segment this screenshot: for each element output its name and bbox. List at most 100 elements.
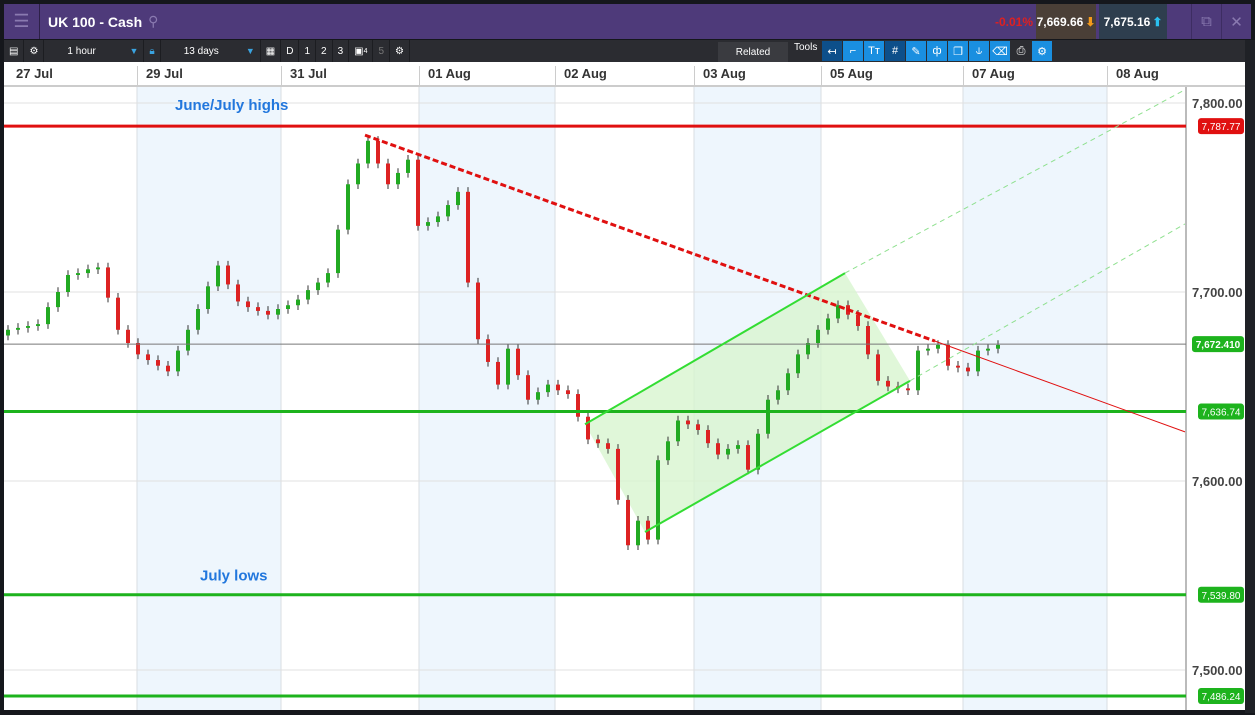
period-5[interactable]: 5 (373, 40, 391, 62)
level-badge (1198, 586, 1244, 603)
candle-body (666, 441, 670, 461)
candle-body (206, 286, 210, 310)
price-tick-label: 7,600.00 (1192, 474, 1243, 489)
period-3[interactable]: 3 (333, 40, 350, 62)
candle (366, 136, 370, 169)
settings-edit-icon[interactable]: ⚙ (1032, 41, 1052, 61)
candle-body (716, 443, 720, 455)
shaded-column (137, 87, 281, 710)
candle (16, 323, 20, 335)
candle-body (676, 420, 680, 442)
candle (546, 379, 550, 397)
candle-body (866, 326, 870, 355)
candle (836, 300, 840, 324)
popout-icon[interactable]: ⧉ (1191, 4, 1221, 39)
scrollbar[interactable] (1245, 40, 1255, 713)
candle-body (856, 314, 860, 327)
candle (876, 349, 880, 386)
candle-body (686, 420, 690, 425)
price-tick-label: 7,800.00 (1192, 96, 1243, 111)
candle-body (756, 433, 760, 470)
candle (596, 434, 600, 448)
buy-price-button[interactable]: 7,675.16 ⬆ (1099, 4, 1167, 39)
tag-icon[interactable]: ⌫ (990, 41, 1010, 61)
candle (536, 387, 540, 405)
candle (946, 340, 950, 371)
sell-price: 7,669.66 (1036, 14, 1084, 29)
candle (296, 294, 300, 310)
candle-body (186, 329, 190, 351)
candle-body (66, 274, 70, 292)
candle-body (786, 373, 790, 391)
gear-icon[interactable]: ⚙ (390, 40, 411, 62)
candle-body (956, 365, 960, 368)
sell-price-button[interactable]: 7,669.66 ⬇ (1036, 4, 1096, 39)
tools-label: Tools (794, 42, 818, 53)
candle (36, 319, 40, 331)
candle-body (76, 273, 80, 275)
candle (196, 304, 200, 335)
draw-grid-icon[interactable]: ✎ (906, 41, 926, 61)
candle (6, 325, 10, 341)
candle-body (476, 282, 480, 340)
price-chart[interactable]: 7,800.00 7,700.00 7,600.00 7,500.00 7,787.77… (4, 87, 1245, 710)
candle (506, 343, 510, 390)
candle-body (356, 163, 360, 185)
candle-body (316, 282, 320, 291)
candle (336, 224, 340, 278)
price-tick-label: 7,500.00 (1192, 663, 1243, 678)
candle (186, 325, 190, 356)
candle-body (776, 390, 780, 400)
interval-select[interactable]: 1 hour ▼ (44, 40, 145, 62)
candle-body (986, 348, 990, 351)
channel-lower-extension (909, 223, 1186, 382)
candle-body (876, 354, 880, 381)
candle-body (836, 305, 840, 319)
date-tick-label: 01 Aug (419, 66, 471, 87)
candle (206, 281, 210, 314)
candle-body (336, 229, 340, 274)
related-button[interactable]: Related (718, 42, 788, 62)
candle (236, 279, 240, 307)
candle-body (586, 416, 590, 440)
curve-icon[interactable]: ⌐ (843, 41, 863, 61)
price-tick-label: 7,700.00 (1192, 285, 1243, 300)
period-1[interactable]: 1 (299, 40, 316, 62)
date-tick-label: 29 Jul (137, 66, 183, 87)
level-badge-label: 7,539.80 (1202, 591, 1241, 602)
close-icon[interactable]: ✕ (1221, 4, 1251, 39)
candle (466, 187, 470, 288)
candle-body (466, 191, 470, 283)
candle-body (826, 318, 830, 330)
candle-body (556, 384, 560, 391)
candle-body (946, 344, 950, 366)
print-icon[interactable]: ⎙ (1011, 41, 1031, 61)
search-icon[interactable]: ⚲ (148, 13, 159, 29)
back-arrow-icon[interactable]: ↤ (822, 41, 842, 61)
period-2[interactable]: 2 (316, 40, 333, 62)
candle (316, 277, 320, 295)
candle (86, 264, 90, 278)
period-4[interactable]: ▣ 4 (349, 40, 374, 62)
data-table-icon[interactable]: ▤ (4, 40, 25, 62)
chart-canvas[interactable]: 7,800.00 7,700.00 7,600.00 7,500.00 7,787.77… (4, 87, 1245, 710)
period-d[interactable]: D (281, 40, 300, 62)
lock-icon[interactable]: 🔒︎ (144, 40, 161, 62)
grid-icon[interactable]: # (885, 41, 905, 61)
hamburger-icon[interactable]: ☰ (4, 4, 40, 39)
candle-body (216, 265, 220, 287)
indicator-icon[interactable]: ⫝ (969, 41, 989, 61)
range-select[interactable]: 13 days ▼ (161, 40, 261, 62)
candle-icon[interactable]: ф (927, 41, 947, 61)
gear-icon[interactable]: ⚙ (24, 40, 45, 62)
candle-body (736, 445, 740, 449)
candle (96, 262, 100, 275)
candle (386, 158, 390, 189)
candle-body (346, 184, 350, 230)
candle-body (126, 329, 130, 344)
date-tick-label: 03 Aug (694, 66, 746, 87)
text-tool-icon[interactable]: Tт (864, 41, 884, 61)
calendar-icon[interactable]: ▦ (261, 40, 282, 62)
layers-icon[interactable]: ❐ (948, 41, 968, 61)
candle (326, 268, 330, 288)
